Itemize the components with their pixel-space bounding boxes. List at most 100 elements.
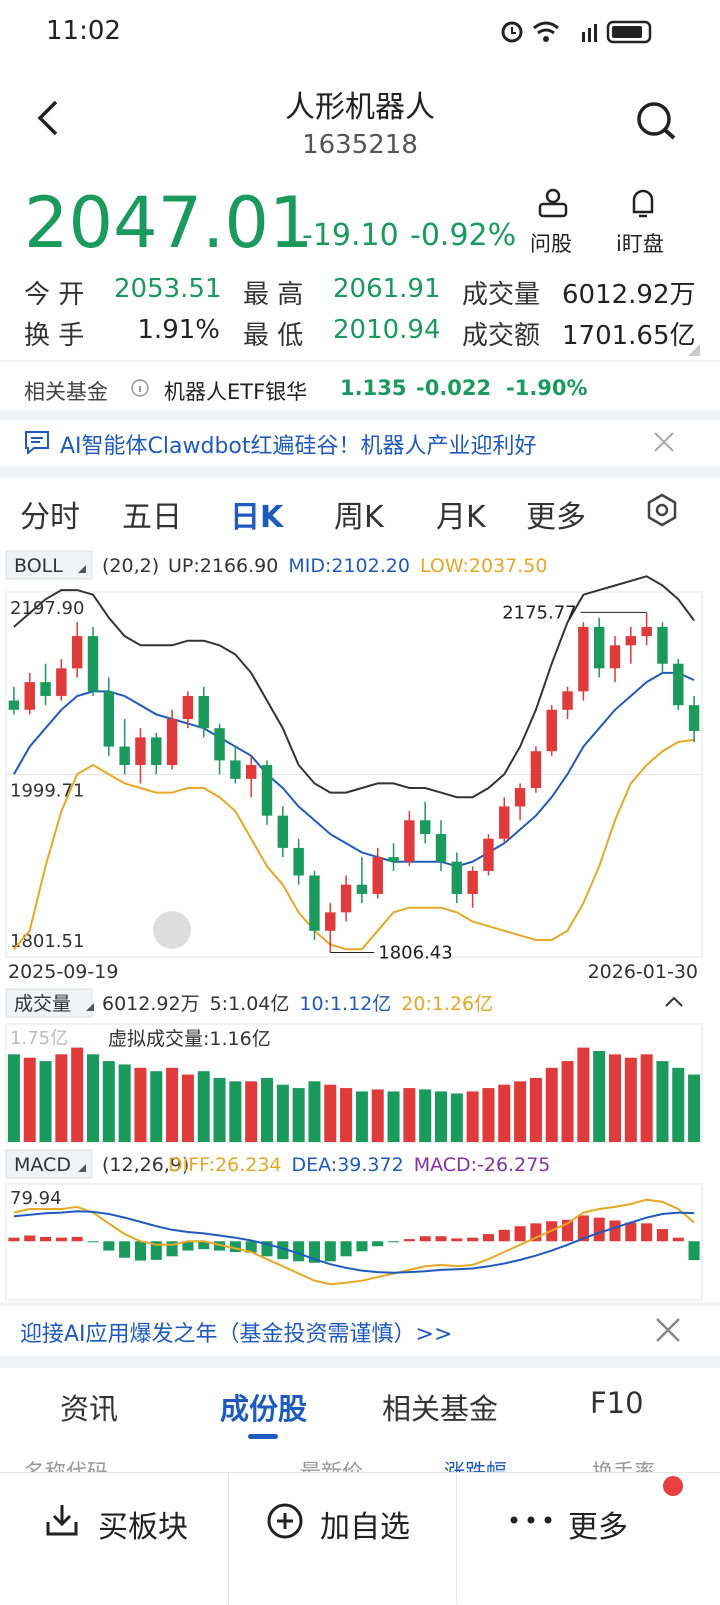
candle-body (530, 751, 542, 789)
period-tab[interactable]: 月K (436, 500, 486, 535)
period-tab[interactable]: 更多 (526, 500, 586, 535)
fund-pct: -1.90% (506, 376, 588, 400)
macd-bar (308, 1241, 320, 1263)
buy-button[interactable]: 买板块 (98, 1510, 188, 1545)
volume-bar (102, 1061, 115, 1142)
macd-bar (150, 1241, 162, 1260)
section-tab[interactable]: 相关基金 (382, 1392, 499, 1426)
add-icon[interactable] (266, 1502, 304, 1540)
macd-bar (672, 1237, 684, 1242)
fund-name[interactable]: 机器人ETF银华 (164, 380, 308, 404)
ask-button[interactable]: 问股 (530, 232, 572, 256)
macd-bar (261, 1241, 273, 1257)
watch-button[interactable]: i盯盘 (616, 232, 664, 256)
more-button[interactable]: 更多 (568, 1510, 628, 1545)
index-code: 1635218 (302, 130, 418, 160)
candle-body (356, 884, 368, 894)
candle-body (435, 834, 447, 862)
period-tab[interactable]: 五日 (122, 500, 182, 535)
volume-bar (134, 1067, 147, 1142)
fund-change: -0.022 (416, 376, 492, 400)
volume-bar (672, 1067, 685, 1142)
dea-line (13, 1210, 695, 1274)
candle-body (309, 875, 320, 931)
candle-body (230, 760, 241, 779)
promo-banner[interactable]: 迎接AI应用爆发之年（基金投资需谨慎）>> (20, 1322, 453, 1347)
volume-bar (7, 1054, 20, 1142)
section-tab[interactable]: 资讯 (60, 1392, 119, 1426)
boll-low (13, 738, 695, 951)
macd-bar (451, 1238, 463, 1242)
volume-bar (23, 1057, 36, 1142)
info-icon[interactable] (130, 378, 150, 398)
volume-bar (514, 1081, 527, 1142)
candle-body (514, 788, 526, 807)
period-tab[interactable]: 分时 (20, 500, 80, 535)
period-tab[interactable]: 日K (230, 500, 284, 535)
candle-body (325, 912, 336, 931)
period-tab[interactable]: 周K (334, 500, 384, 535)
macd-bar (609, 1220, 621, 1242)
legend-entry: 10:1.12亿 (299, 993, 391, 1015)
section-tab[interactable]: 成份股 (220, 1392, 308, 1426)
macd-bar (435, 1236, 447, 1242)
macd-bar (324, 1241, 336, 1262)
section-tab[interactable]: F10 (590, 1386, 644, 1420)
volume-bar (308, 1081, 321, 1142)
macd-bar (340, 1241, 352, 1257)
back-button[interactable] (30, 98, 66, 138)
stat-label: 今 开 (24, 280, 85, 310)
add-button[interactable]: 加自选 (320, 1510, 410, 1545)
stat-label: 最 低 (243, 321, 304, 351)
macd-bar (166, 1241, 178, 1257)
buy-icon[interactable] (44, 1502, 80, 1538)
stat-value: 2061.91 (333, 274, 441, 304)
candle-body (56, 668, 67, 696)
candle-body (641, 626, 652, 637)
volume-bar (466, 1091, 479, 1142)
ask-icon[interactable] (536, 186, 570, 220)
macd-bar (119, 1241, 131, 1258)
volume-bar (118, 1064, 131, 1142)
volume-bar (292, 1088, 305, 1142)
candle-body (151, 737, 162, 766)
page-title: 人形机器人 (285, 90, 435, 125)
legend-entry: 5:1.04亿 (210, 993, 290, 1015)
y-tick-label: 2197.90 (10, 598, 84, 619)
stat-label: 成交额 (462, 321, 541, 351)
more-icon[interactable] (508, 1510, 554, 1530)
volume-bar (371, 1089, 384, 1142)
volume-bar (593, 1050, 606, 1142)
volume-bar (39, 1061, 52, 1142)
collapse (665, 996, 683, 1007)
price-change-pct: -0.92% (410, 218, 517, 253)
volume-bar (434, 1091, 448, 1142)
candle-body (8, 700, 20, 710)
macd-bar (577, 1215, 589, 1242)
low-label: 1806.43 (378, 942, 452, 963)
watch-icon[interactable] (626, 186, 660, 220)
volume-bar (71, 1047, 84, 1142)
macd-bar (71, 1236, 83, 1242)
close-news[interactable] (652, 430, 676, 454)
legend-entry: LOW:2037.50 (420, 555, 548, 577)
volume-bar (213, 1077, 226, 1142)
tab-indicator (248, 1434, 278, 1439)
panel-frame (5, 1183, 703, 1301)
close-promo[interactable] (654, 1316, 682, 1344)
chart-settings[interactable] (644, 492, 680, 528)
macd-bar (103, 1241, 115, 1251)
bottom-bar (0, 1472, 720, 1605)
high-label: 2175.77 (502, 602, 576, 623)
volume-bar (561, 1061, 574, 1142)
search-button[interactable] (634, 100, 680, 144)
volume-bar (403, 1088, 416, 1142)
candle-body (578, 626, 589, 692)
macd-bar (514, 1226, 526, 1242)
macd-bar (356, 1241, 368, 1252)
candle-body (657, 626, 668, 664)
news-headline[interactable]: AI智能体Clawdbot红遍硅谷！机器人产业迎利好 (60, 434, 537, 459)
candle-body (198, 695, 209, 729)
legend-entry: UP:2166.90 (168, 555, 278, 577)
